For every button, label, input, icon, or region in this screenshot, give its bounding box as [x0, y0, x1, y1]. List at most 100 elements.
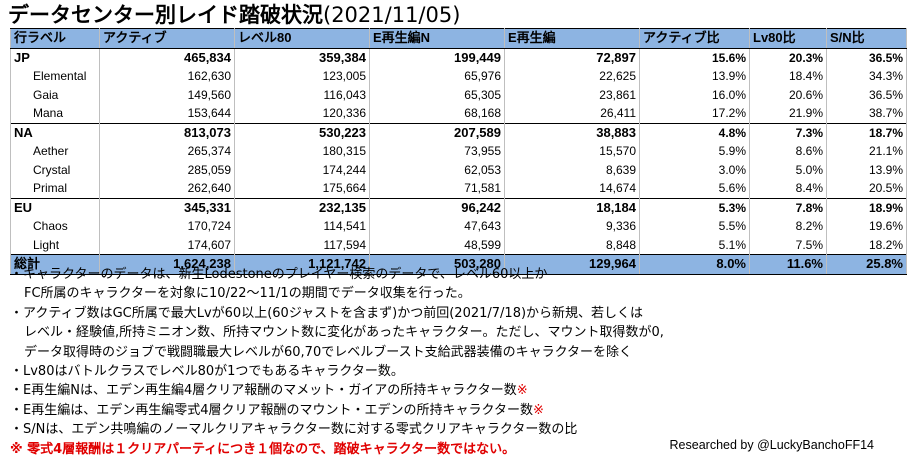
- table-cell: 18.9%: [826, 197, 907, 217]
- table-cell: 7.8%: [749, 197, 827, 217]
- total-row: 総計 1,624,238 1,121,742 503,280 129,964 8.0% 11…: [10, 254, 907, 275]
- table-cell: 170,724: [99, 217, 235, 236]
- table-cell: 20.6%: [749, 85, 827, 104]
- table-cell: 123,005: [234, 67, 370, 86]
- column-header: E再生編: [504, 28, 640, 49]
- table-cell: 345,331: [99, 197, 235, 217]
- table-cell: 48,599: [369, 235, 505, 255]
- table-cell: 72,897: [504, 47, 640, 67]
- table-cell: 503,280: [369, 254, 505, 275]
- note-text: FC所属のキャラクターを対象に10/22～11/1の期間でデータ収集を行った。: [24, 286, 471, 302]
- table-cell: 120,336: [234, 104, 370, 123]
- table-cell: 18,184: [504, 197, 640, 217]
- table-cell: 5.3%: [639, 197, 750, 217]
- column-header: E再生編N: [369, 28, 505, 49]
- note-line: ・Lv80はバトルクラスでレベル80が1つでもあるキャラクター数。: [10, 362, 906, 381]
- datacenter-row: Mana 153,644 120,336 68,168 26,411 17.2% 21.9%…: [10, 104, 907, 123]
- note-text: ・S/Nは、エデン共鳴編のノーマルクリアキャラクター数に対する零式クリアキャラク…: [10, 422, 578, 438]
- table-cell: 265,374: [99, 142, 235, 161]
- note-mark: ※: [516, 383, 528, 399]
- table-cell: 73,955: [369, 142, 505, 161]
- table-cell: 8,639: [504, 160, 640, 179]
- table-cell: 180,315: [234, 142, 370, 161]
- table-cell: 207,589: [369, 122, 505, 142]
- row-label: NA: [10, 122, 100, 142]
- table-cell: 5.6%: [639, 179, 750, 198]
- table-cell: 15.6%: [639, 47, 750, 67]
- row-label: Primal: [10, 179, 100, 198]
- table-cell: 162,630: [99, 67, 235, 86]
- table-header-row: 行ラベル アクティブ レベル80 E再生編N E再生編 アクティブ比 Lv80比 S/N比: [10, 28, 907, 49]
- table-cell: 175,664: [234, 179, 370, 198]
- table-cell: 38.7%: [826, 104, 907, 123]
- row-label: Chaos: [10, 217, 100, 236]
- table-cell: 5.1%: [639, 235, 750, 255]
- column-header: 行ラベル: [10, 28, 100, 49]
- note-text: レベル・経験値,所持ミニオン数、所持マウント数に変化があったキャラクター。ただし…: [24, 325, 664, 341]
- table-cell: 68,168: [369, 104, 505, 123]
- table-cell: 34.3%: [826, 67, 907, 86]
- datacenter-region-row: NA 813,073 530,223 207,589 38,883 4.8% 7.3% 18.…: [10, 122, 907, 142]
- table-cell: 13.9%: [639, 67, 750, 86]
- row-label: Gaia: [10, 85, 100, 104]
- table-cell: 17.2%: [639, 104, 750, 123]
- table-cell: 174,244: [234, 160, 370, 179]
- table-cell: 3.0%: [639, 160, 750, 179]
- table-cell: 116,043: [234, 85, 370, 104]
- table-cell: 20.3%: [749, 47, 827, 67]
- table-cell: 8.2%: [749, 217, 827, 236]
- title-date: (2021/11/05): [323, 3, 461, 27]
- table-cell: 5.9%: [639, 142, 750, 161]
- row-label: JP: [10, 47, 100, 67]
- table-cell: 21.9%: [749, 104, 827, 123]
- table-cell: 174,607: [99, 235, 235, 255]
- table-cell: 5.0%: [749, 160, 827, 179]
- table-cell: 13.9%: [826, 160, 907, 179]
- table-cell: 11.6%: [749, 254, 827, 275]
- table-cell: 18.4%: [749, 67, 827, 86]
- table-cell: 71,581: [369, 179, 505, 198]
- table-cell: 153,644: [99, 104, 235, 123]
- note-mark: ※: [532, 402, 544, 418]
- table-cell: 7.3%: [749, 122, 827, 142]
- table-cell: 1,624,238: [99, 254, 235, 275]
- table-cell: 262,640: [99, 179, 235, 198]
- page-title: データセンター別レイド踏破状況(2021/11/05): [8, 2, 460, 28]
- table-cell: 22,625: [504, 67, 640, 86]
- note-text: データ取得時のジョブで戦闘職最大レベルが60,70でレベルブースト支給武器装備の…: [24, 344, 633, 360]
- notes: ・キャラクターのデータは、新生Lodestoneのプレイヤー検索のデータで、レベ…: [10, 265, 906, 459]
- raid-table: 行ラベル アクティブ レベル80 E再生編N E再生編 アクティブ比 Lv80比 S/N比 JP…: [10, 28, 907, 275]
- note-text: ・アクティブ数はGC所属で最大Lvが60以上(60ジャストを含まず)かつ前回(2…: [10, 305, 644, 321]
- table-cell: 26,411: [504, 104, 640, 123]
- note-line: ・S/Nは、エデン共鳴編のノーマルクリアキャラクター数に対する零式クリアキャラク…: [10, 420, 906, 439]
- table-cell: 465,834: [99, 47, 235, 67]
- table-cell: 9,336: [504, 217, 640, 236]
- table-cell: 359,384: [234, 47, 370, 67]
- table-cell: 199,449: [369, 47, 505, 67]
- table-cell: 114,541: [234, 217, 370, 236]
- note-line: FC所属のキャラクターを対象に10/22～11/1の期間でデータ収集を行った。: [10, 284, 906, 303]
- credit: Researched by @LuckyBanchoFF14: [669, 438, 874, 452]
- table-cell: 149,560: [99, 85, 235, 104]
- column-header: アクティブ: [99, 28, 235, 49]
- datacenter-row: Chaos 170,724 114,541 47,643 9,336 5.5% 8.2% 19…: [10, 217, 907, 236]
- datacenter-row: Aether 265,374 180,315 73,955 15,570 5.9% 8.6%…: [10, 142, 907, 161]
- row-label: Mana: [10, 104, 100, 123]
- datacenter-region-row: EU 345,331 232,135 96,242 18,184 5.3% 7.8% 18.9…: [10, 197, 907, 217]
- table-cell: 16.0%: [639, 85, 750, 104]
- row-label: Aether: [10, 142, 100, 161]
- table-cell: 36.5%: [826, 85, 907, 104]
- note-text: ・E再生編は、エデン再生編零式4層クリア報酬のマウント・エデンの所持キャラクター…: [10, 402, 533, 418]
- row-label: Light: [10, 235, 100, 255]
- table-cell: 5.5%: [639, 217, 750, 236]
- datacenter-row: Elemental 162,630 123,005 65,976 22,625 13.9%…: [10, 67, 907, 86]
- table-cell: 21.1%: [826, 142, 907, 161]
- table-cell: 15,570: [504, 142, 640, 161]
- table-cell: 36.5%: [826, 47, 907, 67]
- row-label: EU: [10, 197, 100, 217]
- datacenter-row: Crystal 285,059 174,244 62,053 8,639 3.0% 5.0%…: [10, 160, 907, 179]
- table-cell: 530,223: [234, 122, 370, 142]
- row-label: Crystal: [10, 160, 100, 179]
- title-text: データセンター別レイド踏破状況: [8, 3, 323, 27]
- note-line: レベル・経験値,所持ミニオン数、所持マウント数に変化があったキャラクター。ただし…: [10, 323, 906, 342]
